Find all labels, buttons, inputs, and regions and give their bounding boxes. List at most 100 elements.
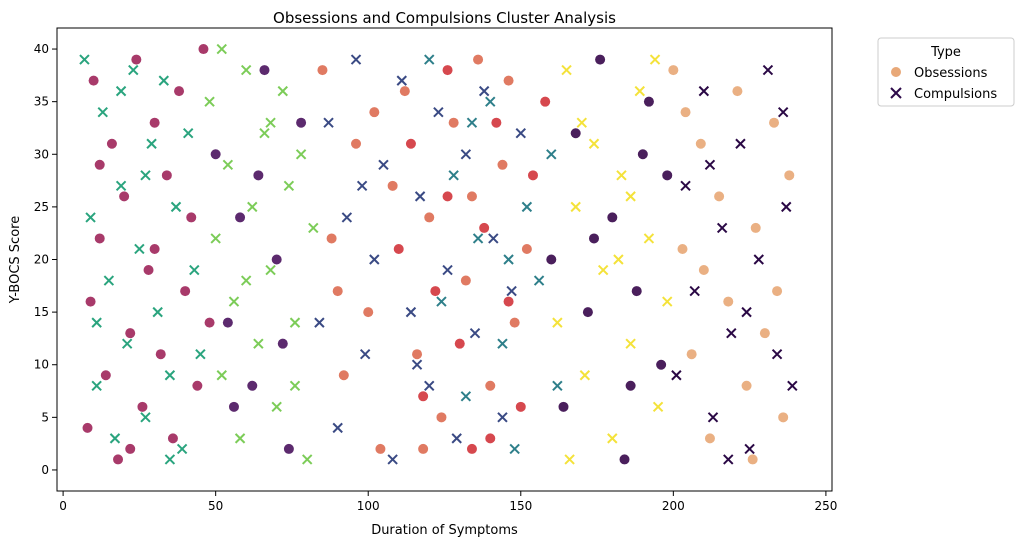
obsession-point: [747, 454, 758, 465]
compulsion-point: [576, 117, 588, 128]
obsession-point: [204, 317, 215, 328]
obsession-point: [82, 422, 93, 433]
compulsion-point: [396, 75, 407, 86]
obsession-point: [85, 296, 96, 307]
compulsion-point: [283, 180, 295, 192]
obsession-point: [338, 370, 349, 381]
compulsion-point: [176, 443, 188, 455]
compulsion-point: [704, 159, 716, 171]
obsession-point: [473, 54, 484, 65]
y-tick-label: 10: [34, 358, 49, 372]
compulsion-point: [533, 275, 545, 286]
compulsion-point: [433, 106, 444, 118]
obsession-point: [686, 349, 697, 360]
compulsion-point: [189, 264, 200, 276]
obsession-point: [259, 65, 270, 76]
compulsion-point: [341, 212, 353, 223]
obsession-point: [436, 412, 447, 423]
obsession-point: [125, 443, 136, 454]
obsession-point: [570, 128, 581, 139]
obsession-point: [759, 328, 770, 339]
obsession-point: [113, 454, 124, 465]
compulsion-point: [671, 370, 682, 381]
obsession-point: [351, 138, 362, 149]
obsession-point: [595, 54, 606, 65]
compulsion-point: [424, 380, 435, 391]
compulsion-point: [579, 370, 591, 381]
compulsion-point: [777, 106, 789, 118]
y-axis-label: Y-BOCS Score: [8, 216, 23, 304]
obsession-point: [119, 191, 130, 202]
obsession-point: [186, 212, 197, 223]
obsession-point: [210, 149, 221, 160]
compulsion-point: [451, 433, 462, 444]
compulsion-point: [314, 317, 325, 328]
compulsion-point: [597, 264, 609, 276]
compulsion-point: [472, 233, 484, 244]
obsession-point: [698, 265, 709, 276]
obsession-point: [375, 443, 386, 454]
y-tick-label: 35: [34, 95, 49, 109]
compulsion-point: [103, 275, 115, 286]
obsession-point: [454, 338, 465, 349]
obsession-point: [466, 443, 477, 454]
obsession-point: [418, 443, 429, 454]
compulsion-point: [182, 128, 194, 139]
y-tick-label: 20: [34, 253, 49, 267]
obsession-point: [509, 317, 520, 328]
obsession-point: [161, 170, 172, 181]
compulsion-point: [85, 212, 96, 223]
obsession-point: [778, 412, 789, 423]
compulsion-point: [359, 348, 371, 360]
compulsion-point: [436, 296, 447, 307]
obsession-point: [466, 191, 477, 202]
legend-box: [877, 37, 1015, 107]
obsession-point: [228, 401, 239, 412]
compulsion-point: [222, 159, 234, 171]
obsession-point: [277, 338, 288, 349]
obsession-point: [497, 159, 508, 170]
y-tick-label: 5: [41, 410, 49, 424]
obsession-point: [167, 433, 178, 444]
legend-obsessions-marker: [891, 67, 901, 77]
compulsion-point: [152, 306, 163, 318]
compulsion-point: [509, 443, 520, 455]
obsession-point: [399, 86, 410, 97]
compulsion-point: [277, 85, 288, 97]
compulsion-point: [265, 117, 276, 128]
compulsion-point: [643, 233, 655, 244]
obsession-point: [515, 401, 526, 412]
y-tick-label: 25: [34, 200, 49, 214]
compulsion-point: [762, 64, 774, 76]
compulsion-point: [460, 149, 472, 160]
compulsion-point: [387, 454, 398, 465]
obsession-point: [723, 296, 734, 307]
compulsion-point: [442, 264, 453, 276]
compulsion-point: [253, 338, 264, 349]
obsession-point: [503, 75, 514, 86]
points-layer: [79, 43, 798, 465]
compulsion-point: [634, 85, 645, 97]
compulsion-point: [216, 370, 227, 381]
compulsion-point: [121, 338, 133, 349]
compulsion-point: [707, 412, 719, 423]
compulsion-point: [698, 85, 710, 97]
compulsion-point: [301, 454, 313, 465]
obsession-point: [442, 191, 453, 202]
obsession-point: [546, 254, 557, 265]
compulsion-point: [140, 412, 151, 423]
compulsion-point: [723, 454, 734, 465]
compulsion-point: [503, 254, 514, 265]
legend-compulsions-marker: [890, 87, 902, 99]
compulsion-point: [588, 138, 600, 149]
obsession-point: [235, 212, 246, 223]
obsession-point: [137, 401, 148, 412]
compulsion-point: [289, 380, 301, 391]
compulsion-point: [741, 306, 752, 318]
obsession-point: [387, 180, 398, 191]
obsession-point: [125, 328, 136, 339]
legend-obsessions-label: Obsessions: [914, 66, 988, 81]
compulsion-point: [662, 296, 673, 307]
compulsion-point: [478, 85, 490, 97]
